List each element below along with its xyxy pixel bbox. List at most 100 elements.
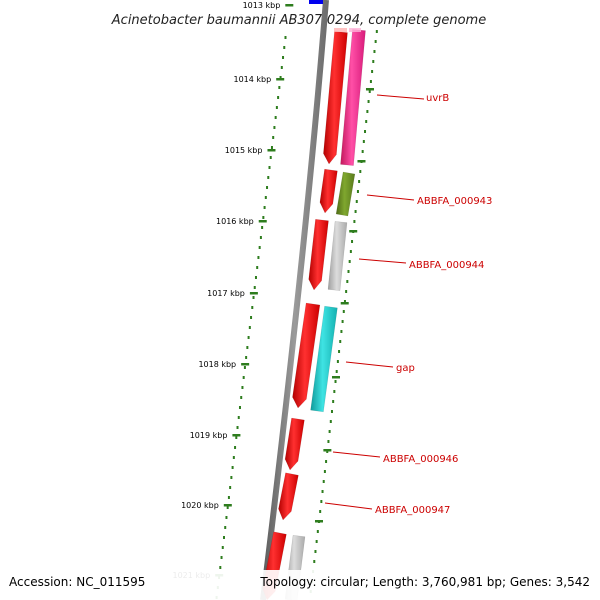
feature-tick: [349, 230, 358, 233]
footer-backdrop: [0, 570, 600, 600]
gene-label-leader: [376, 94, 425, 100]
feature-ring-dot: [369, 80, 372, 83]
ring-dot: [225, 516, 228, 519]
blue-feature: [309, 0, 323, 4]
feature-ring-dot: [349, 250, 352, 253]
feature-ring-dot: [364, 130, 367, 133]
ring-dot: [235, 436, 238, 439]
feature-ring-dot: [353, 220, 356, 223]
tick-mark: [232, 434, 241, 437]
feature-ring-dot: [319, 510, 322, 513]
ring-dot: [284, 36, 287, 39]
ring-dot: [256, 266, 259, 269]
gene-label: ABBFA_000947: [375, 505, 450, 516]
feature-ring-dot: [339, 340, 342, 343]
ring-dot: [283, 46, 286, 49]
ring-dot: [219, 566, 222, 569]
feature-ring-dot: [335, 370, 338, 373]
feature-ring-dot: [329, 420, 332, 423]
tick-label: 1020 kbp: [181, 501, 219, 510]
feature-ring-dot: [325, 460, 328, 463]
feature-tick: [365, 88, 374, 91]
ring-dot: [273, 126, 276, 129]
tick-label: 1015 kbp: [225, 146, 263, 155]
ring-dot: [259, 236, 262, 239]
ring-dot: [257, 256, 260, 259]
feature-ring-dot: [336, 360, 339, 363]
feature-ring-dot: [338, 350, 341, 353]
feature-tick: [315, 520, 323, 523]
feature-ring-dot: [373, 50, 376, 53]
tick-label: 1014 kbp: [233, 75, 271, 84]
red-cds-arrow: [308, 219, 329, 291]
ring-dot: [253, 286, 256, 289]
pink-feature: [340, 29, 366, 166]
ring-dot: [246, 346, 249, 349]
ring-dot: [221, 546, 224, 549]
feature-ring-dot: [359, 170, 362, 173]
tick-mark: [223, 504, 232, 507]
ring-dot: [280, 66, 283, 69]
feature-cap: [334, 28, 347, 32]
feature-ring-dot: [343, 300, 346, 303]
ring-dot: [237, 416, 240, 419]
gene-label: ABBFA_000943: [417, 196, 492, 207]
ring-dot: [224, 526, 227, 529]
feature-ring-dot: [330, 410, 333, 413]
feature-ring-dot: [320, 500, 323, 503]
ring-dot: [243, 366, 246, 369]
red-cds-arrow: [292, 302, 321, 409]
tick-mark: [285, 4, 294, 7]
ring-dot: [236, 426, 239, 429]
ring-dot: [275, 106, 278, 109]
feature-ring-dot: [328, 430, 331, 433]
feature-ring-dot: [365, 120, 368, 123]
feature-ring-dot: [372, 60, 375, 63]
ring-dot: [230, 476, 233, 479]
feature-ring-dot: [332, 400, 335, 403]
tick-mark: [258, 220, 267, 223]
ring-dot: [261, 226, 264, 229]
gene-label: uvrB: [426, 93, 449, 104]
feature-ring-dot: [315, 540, 318, 543]
accession-text: Accession: NC_011595: [9, 575, 145, 589]
feature-ring-dot: [356, 190, 359, 193]
feature-guide-ring: [309, 30, 378, 593]
gene-label-leader: [324, 502, 373, 510]
tick-label: 1018 kbp: [198, 360, 236, 369]
ring-dot: [231, 466, 234, 469]
feature-ring-dot: [342, 310, 345, 313]
feature-ring-dot: [321, 490, 324, 493]
feature-ring-dot: [341, 320, 344, 323]
ring-dot: [248, 326, 251, 329]
red-cds-arrow: [319, 168, 338, 214]
tick-mark: [267, 149, 276, 152]
ring-dot: [245, 356, 248, 359]
feature-ring-dot: [322, 480, 325, 483]
tick-label: 1019 kbp: [190, 431, 228, 440]
feature-ring-dot: [374, 40, 377, 43]
feature-ring-dot: [346, 280, 349, 283]
tick-mark: [249, 292, 258, 295]
feature-ring-dot: [314, 550, 317, 553]
feature-ring-dot: [348, 260, 351, 263]
tick-label: 1013 kbp: [243, 1, 281, 10]
ring-dot: [263, 206, 266, 209]
genome-backbone: [260, 0, 329, 600]
ring-dot: [240, 396, 243, 399]
feature-cap: [349, 28, 361, 32]
ring-dot: [278, 86, 281, 89]
ring-dot: [269, 156, 272, 159]
feature-ring-dot: [316, 530, 319, 533]
tick-mark: [276, 78, 285, 81]
gene-label-leader: [358, 258, 407, 264]
ring-dot: [258, 246, 261, 249]
feature-ring-dot: [345, 290, 348, 293]
ring-dot: [270, 146, 273, 149]
ring-dot: [242, 376, 245, 379]
feature-ring-dot: [368, 90, 371, 93]
feature-ring-dot: [313, 560, 316, 563]
ring-dot: [234, 446, 237, 449]
map-title: Acinetobacter baumannii AB307-0294, comp…: [111, 13, 486, 28]
